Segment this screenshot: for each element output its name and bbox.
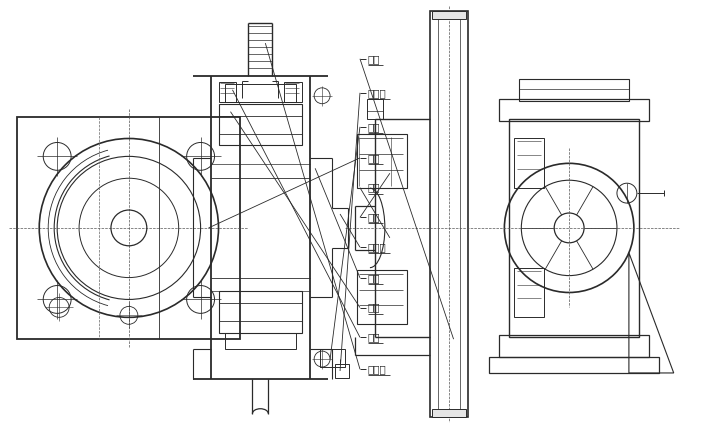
Bar [367, 99, 383, 119]
Text: 油封: 油封 [368, 212, 380, 223]
Bar [320, 349, 345, 367]
Text: 注油杯: 注油杯 [368, 88, 387, 98]
Text: 铭牌: 铭牌 [368, 122, 380, 132]
Bar [432, 11, 465, 19]
Bar [225, 333, 296, 349]
Text: 输入轴: 输入轴 [368, 364, 387, 374]
Text: 丝杆: 丝杆 [368, 54, 380, 64]
Bar [357, 270, 406, 324]
Text: 蜗轮: 蜗轮 [368, 153, 380, 163]
Text: 轴承: 轴承 [368, 183, 380, 193]
Bar [357, 134, 406, 188]
Text: 轴承: 轴承 [368, 303, 380, 312]
Bar [18, 117, 241, 339]
Text: 大端盖: 大端盖 [368, 242, 387, 252]
Bar [515, 268, 544, 317]
Bar [515, 139, 544, 188]
Bar [225, 84, 296, 102]
Bar [432, 409, 465, 417]
Bar [430, 11, 468, 417]
Bar [218, 291, 302, 333]
Bar [499, 99, 649, 121]
Bar [218, 82, 237, 102]
Bar [218, 104, 302, 146]
Bar [510, 119, 639, 337]
Text: 箱体: 箱体 [368, 273, 380, 283]
Bar [499, 335, 649, 357]
Bar [335, 364, 349, 378]
Text: 油封: 油封 [368, 332, 380, 342]
Bar [489, 357, 658, 373]
Bar [519, 79, 629, 101]
Bar [284, 82, 302, 102]
